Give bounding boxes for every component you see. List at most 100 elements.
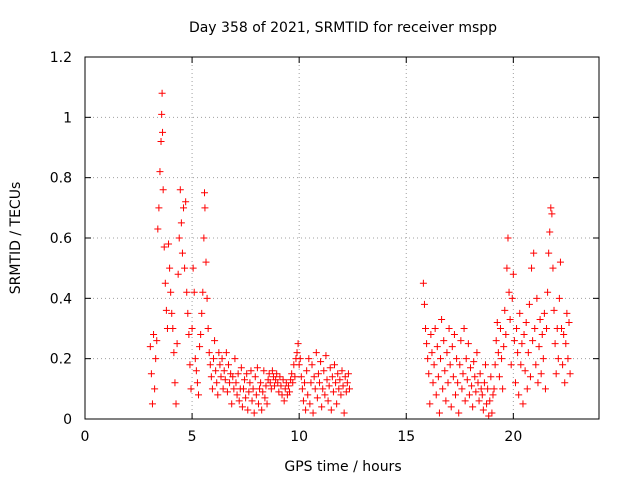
- data-point: [226, 379, 234, 387]
- data-point: [251, 373, 259, 381]
- data-point: [449, 373, 457, 381]
- data-point: [519, 400, 527, 408]
- data-point: [306, 400, 314, 408]
- data-point: [155, 204, 163, 212]
- data-point: [446, 361, 454, 369]
- data-point: [476, 370, 484, 378]
- data-point: [289, 379, 297, 387]
- data-point: [328, 373, 336, 381]
- data-point: [184, 309, 192, 317]
- data-point: [170, 349, 178, 357]
- data-point: [206, 361, 214, 369]
- data-point: [173, 340, 181, 348]
- data-point: [456, 361, 464, 369]
- data-point: [505, 288, 513, 296]
- data-point: [228, 400, 236, 408]
- data-point: [534, 379, 542, 387]
- data-point: [564, 355, 572, 363]
- data-point: [552, 370, 560, 378]
- data-point: [480, 379, 488, 387]
- data-point: [524, 349, 532, 357]
- data-point: [320, 367, 328, 375]
- data-point: [259, 388, 267, 396]
- data-point: [565, 318, 573, 326]
- data-point: [477, 385, 485, 393]
- data-point: [202, 258, 210, 266]
- data-point: [458, 385, 466, 393]
- data-point: [205, 349, 213, 357]
- data-point: [242, 394, 250, 402]
- data-point: [536, 315, 544, 323]
- data-point: [291, 373, 299, 381]
- data-point: [182, 198, 190, 206]
- data-point: [218, 355, 226, 363]
- data-points: [146, 89, 574, 420]
- data-point: [332, 379, 340, 387]
- data-point: [331, 361, 339, 369]
- data-point: [254, 400, 262, 408]
- data-point: [541, 385, 549, 393]
- data-point: [474, 379, 482, 387]
- data-point: [235, 397, 243, 405]
- data-point: [425, 370, 433, 378]
- data-point: [301, 379, 309, 387]
- data-point: [345, 385, 353, 393]
- data-point: [493, 318, 501, 326]
- data-point: [166, 264, 174, 272]
- data-point: [265, 370, 273, 378]
- data-point: [234, 370, 242, 378]
- data-point: [233, 391, 241, 399]
- data-point: [471, 373, 479, 381]
- data-point: [522, 318, 530, 326]
- data-point: [324, 397, 332, 405]
- data-point: [168, 309, 176, 317]
- data-point: [498, 355, 506, 363]
- data-point: [288, 370, 296, 378]
- data-point: [338, 367, 346, 375]
- data-point: [207, 373, 215, 381]
- data-point: [500, 343, 508, 351]
- data-point: [199, 288, 207, 296]
- data-point: [223, 388, 231, 396]
- data-point: [309, 409, 317, 417]
- data-point: [468, 382, 476, 390]
- data-point: [258, 406, 266, 414]
- data-point: [540, 309, 548, 317]
- data-point: [465, 391, 473, 399]
- data-point: [243, 370, 251, 378]
- data-point: [293, 349, 301, 357]
- y-tick-label: 0.4: [50, 291, 72, 307]
- data-point: [305, 355, 313, 363]
- data-point: [312, 349, 320, 357]
- data-point: [481, 361, 489, 369]
- data-point: [156, 168, 164, 176]
- data-point: [229, 373, 237, 381]
- data-point: [302, 406, 310, 414]
- data-point: [559, 361, 567, 369]
- data-point: [504, 234, 512, 242]
- data-point: [189, 264, 197, 272]
- data-point: [317, 358, 325, 366]
- data-point: [496, 325, 504, 332]
- data-point: [511, 379, 519, 387]
- data-point: [169, 325, 177, 332]
- data-point: [459, 370, 467, 378]
- data-point: [329, 388, 337, 396]
- data-point: [175, 234, 183, 242]
- data-point: [241, 376, 249, 384]
- data-point: [319, 385, 327, 393]
- data-point: [217, 373, 225, 381]
- data-point: [158, 89, 166, 97]
- data-point: [316, 379, 324, 387]
- data-point: [462, 355, 470, 363]
- data-point: [307, 379, 315, 387]
- data-point: [523, 385, 531, 393]
- data-point: [245, 388, 253, 396]
- data-point: [253, 364, 261, 372]
- data-point: [508, 294, 516, 302]
- data-point: [213, 379, 221, 387]
- data-point: [539, 355, 547, 363]
- data-point: [431, 325, 439, 332]
- data-point: [152, 355, 160, 363]
